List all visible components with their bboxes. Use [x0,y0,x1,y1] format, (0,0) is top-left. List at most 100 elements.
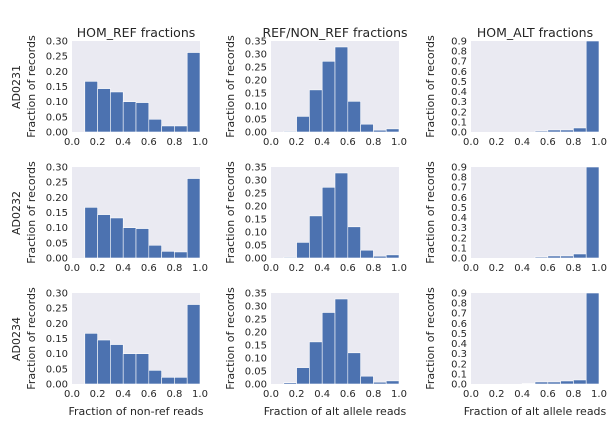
y-tick-label: 0.05 [46,364,68,375]
y-tick-label: 0.15 [245,341,267,352]
x-tick-label: 0.2 [489,137,505,148]
y-tick-label: 0.9 [451,289,467,300]
y-tick-label: 0.10 [245,354,267,365]
y-tick-label: 0.15 [245,89,267,100]
histogram-bar [97,339,111,385]
histogram-bar [283,256,297,259]
histogram-bar [347,226,361,259]
y-tick-label: 0.9 [451,163,467,174]
y-axis-label: Fraction of records [25,287,38,390]
y-tick-label: 0.8 [451,173,467,184]
histogram-bar [110,344,124,385]
y-tick-label: 0.35 [245,37,267,48]
histogram-bar [373,129,387,133]
x-tick-label: 1.0 [391,263,407,274]
histogram-bar [321,312,336,385]
histogram-bar [547,255,561,259]
histogram-bar [321,186,336,259]
y-tick-label: 0.00 [245,254,267,265]
histogram-bar [309,341,323,385]
x-tick-label: 0.2 [289,263,305,274]
x-tick-label: 0.6 [141,389,157,400]
y-tick-label: 0.30 [46,289,68,300]
y-axis-label: Fraction of records [25,35,38,138]
y-tick-label: 0.10 [46,349,68,360]
x-tick-label: 1.0 [391,389,407,400]
histogram-bar [110,217,124,259]
y-tick-label: 0.8 [451,299,467,310]
y-tick-label: 0.30 [245,50,267,61]
histogram-bar [97,88,111,133]
x-axis-label-hom-ref: Fraction of non-ref reads [68,405,203,418]
y-tick-label: 0.1 [451,369,467,380]
x-tick-label: 0.8 [565,263,581,274]
y-tick-label: 0.35 [245,289,267,300]
histogram-bar [296,242,310,259]
x-tick-label: 0.0 [463,389,479,400]
plot-area [471,167,599,258]
y-axis-label: Fraction of records [224,287,237,390]
y-tick-label: 0.2 [451,107,467,118]
x-tick-label: 0.6 [540,137,556,148]
histogram-panel: 0.0 0.2 0.4 0.6 0.8 1.00.00.10.20.30.40.50.60… [424,161,607,274]
x-tick-label: 0.2 [90,389,106,400]
histogram-bar [283,130,297,133]
y-tick-label: 0.25 [245,189,267,200]
x-tick-label: 0.0 [263,137,279,148]
y-axis-label: Fraction of records [424,35,437,138]
y-tick-label: 0.6 [451,193,467,204]
y-tick-label: 0.0 [451,128,467,139]
y-tick-label: 0.5 [451,203,467,214]
y-tick-label: 0.00 [46,254,68,265]
x-tick-label: 0.2 [489,389,505,400]
histogram-bar [573,253,587,259]
y-tick-label: 0.30 [46,37,68,48]
y-tick-label: 0.15 [245,215,267,226]
x-tick-label: 0.6 [141,263,157,274]
histogram-bar [547,381,561,385]
x-tick-label: 0.6 [141,137,157,148]
y-tick-label: 0.0 [451,254,467,265]
y-tick-label: 0.10 [46,223,68,234]
y-tick-label: 0.5 [451,77,467,88]
y-tick-label: 0.05 [245,241,267,252]
y-tick-label: 0.35 [245,163,267,174]
x-tick-label: 0.4 [314,389,330,400]
y-tick-label: 0.25 [46,178,68,189]
y-tick-label: 0.3 [451,349,467,360]
y-tick-label: 0.0 [451,380,467,391]
histogram-bar [296,367,310,385]
x-tick-label: 0.8 [166,389,182,400]
histogram-bar [122,227,137,259]
y-tick-label: 0.05 [245,367,267,378]
histogram-panel: 0.0 0.2 0.4 0.6 0.8 1.0 0.00 0.05 0.10 0.15 0.20 0.… [224,35,407,148]
y-tick-label: 0.00 [245,380,267,391]
histogram-bar [148,118,162,133]
plot-area [471,41,599,132]
histogram-bar [122,353,137,385]
y-tick-label: 0.9 [451,37,467,48]
histogram-bar [296,116,310,133]
histogram-bar [347,101,361,133]
y-tick-label: 0.00 [46,128,68,139]
histogram-bar [186,178,201,259]
histogram-bar [373,381,387,385]
histogram-bar [573,127,587,133]
histogram-bar [186,52,201,133]
histogram-bar [360,375,374,385]
plot-area [471,293,599,384]
x-tick-label: 0.0 [64,263,80,274]
x-tick-label: 0.8 [365,263,381,274]
histogram-bar [585,166,600,259]
histogram-bar [174,377,188,385]
x-tick-label: 0.2 [289,389,305,400]
histogram-bar [560,129,574,133]
histogram-bar [186,304,201,385]
y-tick-label: 0.8 [451,47,467,58]
histogram-bar [135,228,150,259]
y-tick-label: 0.20 [245,202,267,213]
histogram-panel: 0.0 0.2 0.4 0.6 0.8 1.0 0.00 0.05 0.10 0.15 0.20 0.… [25,161,208,274]
histogram-bar [161,125,175,133]
x-tick-label: 0.8 [166,263,182,274]
